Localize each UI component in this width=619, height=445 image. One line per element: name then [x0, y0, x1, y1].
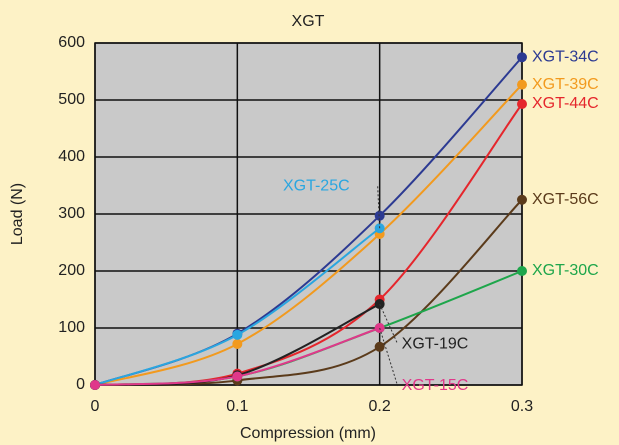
data-point: [517, 52, 527, 62]
legend-label: XGT-34C: [532, 48, 599, 65]
y-tick-label: 100: [58, 319, 85, 336]
data-point: [375, 342, 385, 352]
data-point: [232, 371, 242, 381]
data-point: [232, 339, 242, 349]
page: {"chart_data": {"type": "line", "title":…: [0, 0, 619, 445]
y-tick-label: 0: [76, 376, 85, 393]
legend-label: XGT-30C: [532, 262, 599, 279]
x-tick-label: 0: [91, 398, 100, 415]
y-tick-label: 300: [58, 205, 85, 222]
legend-label: XGT-25C: [283, 177, 350, 194]
data-point: [517, 99, 527, 109]
chart: XGT Compression (mm) Load (N) 0 100 200 300…: [0, 0, 619, 445]
y-tick-label: 400: [58, 148, 85, 165]
data-point: [90, 380, 100, 390]
x-axis-label: Compression (mm): [240, 425, 376, 442]
chart-title: XGT: [292, 13, 325, 30]
y-axis-label: Load (N): [9, 183, 26, 245]
data-point: [517, 80, 527, 90]
legend-label: XGT-39C: [532, 76, 599, 93]
x-tick-label: 0.2: [369, 398, 391, 415]
y-tick-label: 200: [58, 262, 85, 279]
data-point: [517, 266, 527, 276]
data-point: [232, 330, 242, 340]
x-tick-label: 0.3: [511, 398, 533, 415]
legend-label: XGT-15C: [402, 377, 469, 394]
legend-label: XGT-56C: [532, 191, 599, 208]
y-tick-label: 600: [58, 34, 85, 51]
y-tick-label: 500: [58, 91, 85, 108]
legend-label: XGT-19C: [402, 335, 469, 352]
x-tick-label: 0.1: [226, 398, 248, 415]
data-point: [517, 195, 527, 205]
legend-label: XGT-44C: [532, 95, 599, 112]
